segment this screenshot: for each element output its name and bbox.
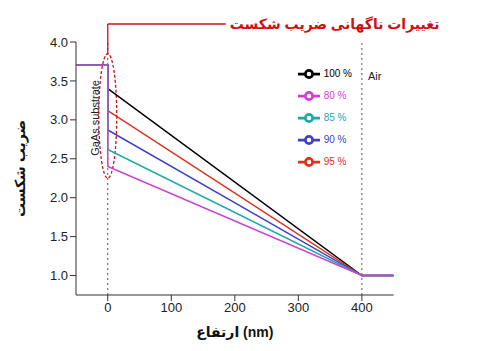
svg-text:4.0: 4.0 bbox=[50, 35, 68, 50]
svg-text:1.5: 1.5 bbox=[50, 229, 68, 244]
svg-text:0: 0 bbox=[104, 300, 111, 315]
html-text:90 %: 90 % bbox=[323, 133, 347, 145]
svg-text:2.0: 2.0 bbox=[50, 190, 68, 205]
html-text:95 %: 95 % bbox=[323, 155, 347, 167]
svg-text:200: 200 bbox=[224, 300, 246, 315]
html-text:100 %: 100 % bbox=[323, 67, 352, 79]
svg-text:1.0: 1.0 bbox=[50, 268, 68, 283]
html-text:80 %: 80 % bbox=[323, 89, 347, 101]
svg-text:ضریب شکست: ضریب شکست bbox=[12, 120, 29, 217]
svg-text:100: 100 bbox=[160, 300, 182, 315]
svg-text:Air: Air bbox=[368, 70, 382, 82]
svg-text:ارتفاع (nm): ارتفاع (nm) bbox=[196, 324, 273, 340]
svg-text:2.5: 2.5 bbox=[50, 151, 68, 166]
svg-text:400: 400 bbox=[351, 300, 373, 315]
svg-text:3.5: 3.5 bbox=[50, 74, 68, 89]
svg-text:300: 300 bbox=[287, 300, 309, 315]
svg-text:تغییرات ناگهانی ضریب شکست: تغییرات ناگهانی ضریب شکست bbox=[230, 16, 440, 33]
html-text:85 %: 85 % bbox=[323, 111, 347, 123]
svg-text:GaAs substrate: GaAs substrate bbox=[88, 80, 101, 156]
svg-text:3.0: 3.0 bbox=[50, 112, 68, 127]
